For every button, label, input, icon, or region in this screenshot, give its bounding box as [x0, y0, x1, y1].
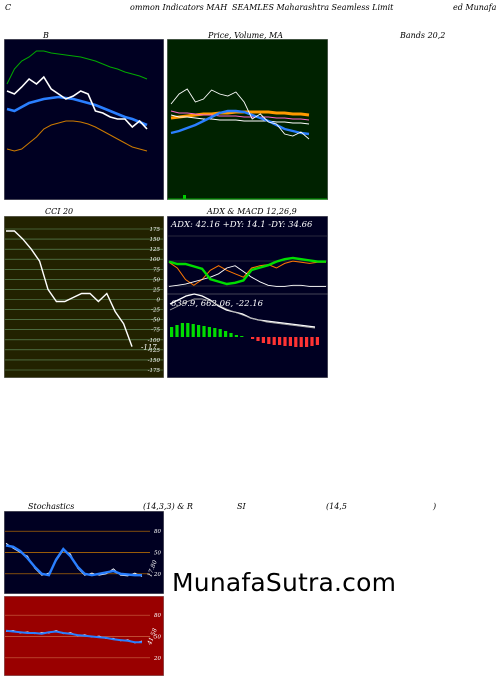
minus-di-line — [168, 260, 326, 286]
macd-hist-bar — [294, 337, 298, 347]
stoch-k-line — [5, 544, 142, 577]
stoch-tick-label: 20 — [153, 572, 161, 578]
cci-tick-label: 150 — [150, 237, 161, 243]
volume-bar — [183, 195, 186, 199]
cci-current-label: -117 — [141, 344, 157, 352]
cci-title: CCI 20 — [45, 207, 74, 216]
rsi-tick-label: 20 — [153, 656, 161, 662]
macd-hist-bar — [170, 327, 174, 337]
stoch-title-b: (14,3,3) & R — [143, 502, 193, 511]
cci-chart: 175 150 125 100 75 50 25 0 -25 -50 -75 -100 -125 -150… — [4, 216, 164, 378]
macd-hist-bar — [288, 337, 292, 346]
bands-title: Bands 20,2 — [400, 31, 446, 40]
price-chart — [167, 39, 328, 200]
cci-tick-label: 25 — [152, 287, 160, 293]
cci-tick-label: -125 — [148, 348, 161, 354]
ma-white-line — [170, 114, 310, 125]
adx-readout: ADX: 42.16 +DY: 14.1 -DY: 34.66 — [170, 220, 313, 230]
price-line — [170, 88, 310, 140]
cci-tick-label: -100 — [148, 338, 161, 344]
stoch-title-e: ) — [433, 502, 437, 511]
signal-line — [169, 298, 316, 329]
macd-hist-bar — [213, 328, 217, 337]
adx-line — [168, 256, 326, 286]
macd-hist-bar — [261, 337, 265, 343]
macd-hist-bar — [218, 329, 222, 337]
cci-tick-label: 100 — [150, 257, 161, 263]
price-title: Price, Volume, MA — [208, 31, 284, 40]
macd-hist-bar — [207, 327, 211, 337]
stoch-tick-label: 50 — [154, 551, 161, 557]
stoch-title-c: SI — [237, 502, 246, 511]
bb-title: B — [43, 31, 49, 40]
header-mid2: SEAMLES Maharashtra Seamless Limit — [232, 3, 394, 12]
cci-tick-label: 0 — [157, 298, 161, 304]
macd-hist-bar — [256, 337, 260, 341]
cci-tick-label: -75 — [151, 328, 160, 334]
cci-tick-label: 75 — [153, 267, 160, 273]
macd-hist-bar — [229, 333, 233, 337]
cci-tick-label: -175 — [148, 368, 161, 374]
rsi-tick-label: 50 — [154, 635, 161, 641]
macd-hist-bar — [191, 324, 195, 337]
cci-tick-label: 50 — [153, 277, 160, 283]
bb-lower-line — [6, 120, 148, 152]
cci-tick-label: -150 — [148, 358, 161, 364]
macd-hist-bar — [283, 337, 287, 346]
macd-hist-bar — [267, 337, 271, 344]
macd-line — [169, 293, 316, 328]
bb-upper-line — [6, 50, 148, 85]
cci-tick-label: -25 — [151, 308, 160, 314]
bb-price-line — [6, 75, 148, 130]
header-left: C — [5, 3, 12, 12]
macd-hist-bar — [197, 325, 201, 337]
bb-bg — [4, 39, 164, 200]
macd-hist-bar — [305, 337, 309, 347]
macd-hist-bar — [180, 323, 184, 337]
cci-line — [6, 230, 133, 347]
macd-hist-bar — [224, 331, 228, 337]
cci-tick-label: 175 — [150, 227, 161, 233]
macd-hist-bar — [186, 323, 190, 337]
macd-hist-bar — [310, 337, 314, 346]
header-right: ed Munafa — [453, 3, 497, 12]
macd-hist-bar — [278, 337, 282, 345]
macd-hist-bar — [272, 337, 276, 345]
macd-hist-bar — [234, 335, 238, 337]
macd-hist-bar — [299, 337, 303, 347]
adx-title: ADX & MACD 12,26,9 — [207, 207, 297, 216]
bb-middle-line — [6, 95, 148, 127]
adx-bg — [167, 216, 328, 378]
rsi-line — [5, 629, 142, 644]
watermark: MunafaSutra.com — [172, 568, 397, 597]
cci-tick-label: 125 — [150, 247, 161, 253]
cci-tick-label: -50 — [151, 318, 160, 324]
header-mid1: ommon Indicators MAH — [130, 3, 228, 12]
macd-hist-bar — [175, 325, 179, 337]
rsi-tick-label: 80 — [154, 613, 161, 619]
macd-hist-bar — [315, 337, 319, 345]
ma-short-line — [170, 109, 310, 136]
ma-pink-line — [170, 110, 310, 121]
macd-hist-bar — [240, 336, 244, 337]
stoch-title-d: (14,5 — [326, 502, 347, 511]
adx-macd-chart: ADX: 42.16 +DY: 14.1 -DY: 34.66 639.9, 6… — [167, 216, 328, 378]
bb-chart — [4, 39, 164, 200]
stoch-title-a: Stochastics — [28, 502, 75, 511]
stoch-tick-label: 80 — [154, 529, 161, 535]
macd-readout: 639.9, 662.06, -22.16 — [171, 299, 264, 309]
macd-hist-bar — [251, 337, 255, 339]
macd-hist-bar — [202, 326, 206, 337]
cci-bg — [4, 216, 164, 378]
